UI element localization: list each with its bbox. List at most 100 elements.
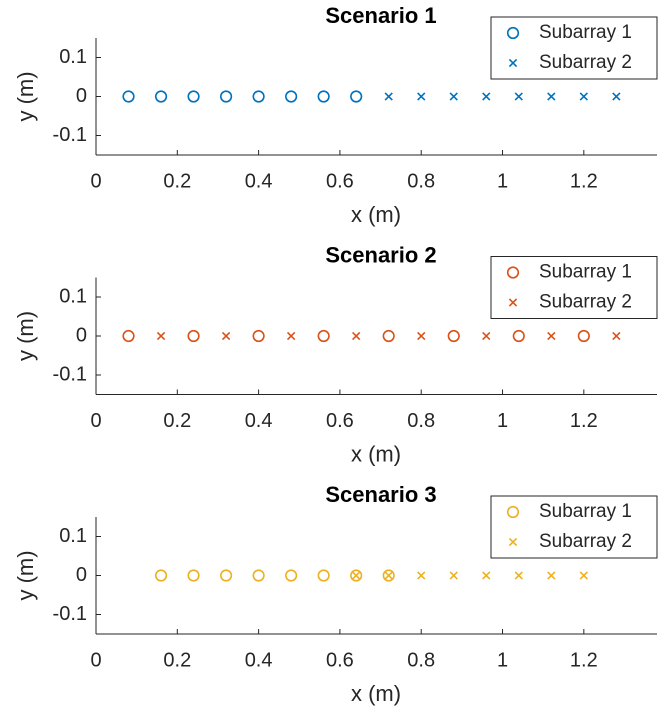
legend-label: Subarray 1 — [539, 501, 632, 522]
point — [154, 90, 168, 103]
y-tick-label: 0.1 — [59, 525, 87, 547]
y-tick-label: -0.1 — [53, 124, 87, 146]
point — [382, 329, 395, 343]
point — [252, 329, 265, 343]
x-tick-label: 0.4 — [245, 649, 273, 671]
x-tick-label: 0.6 — [326, 170, 354, 192]
point — [612, 92, 621, 101]
legend-label: Subarray 1 — [539, 262, 632, 283]
point — [219, 569, 233, 582]
point — [384, 92, 393, 101]
x-tick-label: 0 — [90, 170, 101, 192]
legend-label: Subarray 2 — [539, 292, 632, 313]
y-tick-label: 0 — [76, 85, 87, 107]
x-tick-label: 1 — [497, 649, 508, 671]
x-tick-label: 1.2 — [570, 170, 598, 192]
point — [317, 329, 330, 343]
x-tick-label: 0.2 — [163, 410, 191, 432]
point — [156, 331, 166, 341]
x-tick-label: 0.2 — [163, 170, 191, 192]
point — [514, 571, 523, 580]
point — [449, 571, 458, 580]
legend-marker — [508, 58, 518, 68]
point — [482, 571, 491, 580]
legend-box — [490, 16, 658, 80]
y-tick-label: 0 — [76, 564, 87, 586]
point — [579, 571, 588, 580]
point — [350, 90, 363, 103]
y-tick-label: 0.1 — [59, 46, 87, 68]
point — [219, 90, 233, 103]
point — [547, 92, 556, 101]
point — [285, 569, 298, 582]
point — [187, 329, 200, 343]
legend: Subarray 1 Subarray 2 — [490, 16, 658, 80]
x-tick-label: 0.6 — [326, 410, 354, 432]
y-tick-label: 0 — [76, 324, 87, 346]
point — [447, 329, 460, 343]
chart-title: Scenario 2 — [325, 242, 436, 267]
y-axis-label: y (m) — [13, 550, 38, 600]
point — [122, 329, 135, 343]
x-tick-label: 0 — [90, 649, 101, 671]
x-tick-label: 1 — [497, 170, 508, 192]
point — [612, 331, 621, 341]
chart-title: Scenario 3 — [325, 482, 436, 507]
legend-label: Subarray 1 — [539, 22, 632, 43]
legend-marker — [508, 298, 518, 307]
point — [187, 90, 200, 103]
x-tick-label: 0.4 — [245, 170, 273, 192]
x-tick-label: 0.8 — [407, 649, 435, 671]
point — [384, 571, 393, 580]
point — [417, 571, 426, 580]
x-tick-label: 0 — [90, 410, 101, 432]
x-tick-label: 0.6 — [326, 649, 354, 671]
subplot: 0 0.2 0.4 0.6 0.8 1 1.2 -0.1 0 0.1 Scenario 1 x (m)… — [13, 3, 658, 227]
point — [482, 92, 491, 101]
legend-marker — [506, 266, 520, 279]
subplot: 0 0.2 0.4 0.6 0.8 1 1.2 -0.1 0 0.1 Scenario 2 x (m)… — [13, 242, 658, 466]
point — [350, 569, 363, 582]
y-tick-label: 0.1 — [59, 285, 87, 307]
point — [221, 331, 231, 341]
x-axis-label: x (m) — [351, 202, 401, 227]
point — [417, 331, 426, 341]
point — [352, 571, 361, 580]
x-tick-label: 0.8 — [407, 410, 435, 432]
point — [252, 90, 265, 103]
point — [382, 569, 395, 582]
legend-box — [490, 256, 658, 319]
y-tick-label: -0.1 — [53, 603, 87, 625]
legend-marker — [506, 26, 520, 40]
point — [514, 92, 523, 101]
y-axis-label: y (m) — [13, 71, 38, 121]
point — [547, 571, 556, 580]
point — [449, 92, 458, 101]
point — [577, 329, 590, 343]
point — [252, 569, 265, 582]
y-tick-label: -0.1 — [53, 363, 87, 385]
point — [512, 329, 525, 343]
chart-title: Scenario 1 — [325, 3, 436, 28]
legend: Subarray 1 Subarray 2 — [490, 256, 658, 319]
point — [482, 331, 491, 341]
point — [154, 569, 168, 582]
x-axis-label: x (m) — [351, 681, 401, 706]
subplot: 0 0.2 0.4 0.6 0.8 1 1.2 -0.1 0 0.1 Scenario 3 x (m)… — [13, 482, 658, 706]
legend-label: Subarray 2 — [539, 52, 632, 73]
legend: Subarray 1 Subarray 2 — [490, 495, 658, 559]
x-tick-label: 0.2 — [163, 649, 191, 671]
point — [187, 569, 200, 582]
legend-label: Subarray 2 — [539, 531, 632, 552]
legend-box — [490, 495, 658, 559]
x-tick-label: 1 — [497, 410, 508, 432]
point — [547, 331, 556, 341]
x-tick-label: 1.2 — [570, 410, 598, 432]
point — [285, 90, 298, 103]
point — [417, 92, 426, 101]
point — [286, 331, 296, 341]
x-tick-label: 0.4 — [245, 410, 273, 432]
x-tick-label: 0.8 — [407, 170, 435, 192]
point — [579, 92, 588, 101]
